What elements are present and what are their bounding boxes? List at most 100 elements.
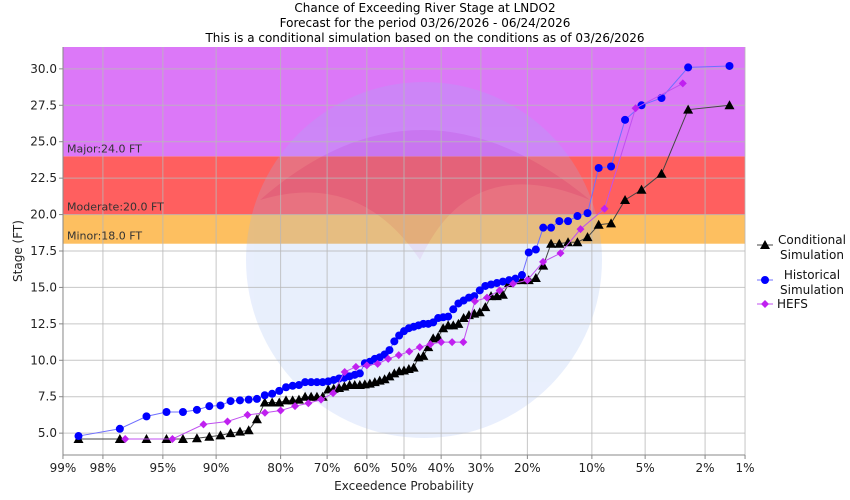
data-point <box>215 430 226 440</box>
data-point <box>418 350 429 360</box>
y-tick-label: 30.0 <box>30 62 57 76</box>
data-point <box>594 163 603 172</box>
y-tick-label: 22.5 <box>30 171 57 185</box>
data-point <box>539 257 548 266</box>
x-tick-label: 90% <box>203 461 230 475</box>
data-point <box>408 362 419 372</box>
data-point <box>275 386 284 395</box>
data-point <box>508 279 517 288</box>
data-point <box>304 399 313 408</box>
legend-label: Simulation <box>780 283 844 297</box>
data-point <box>474 307 485 317</box>
data-point <box>260 408 269 417</box>
data-point <box>317 395 326 404</box>
data-point <box>415 343 424 352</box>
data-point <box>260 391 269 400</box>
legend-diamond-icon <box>761 300 769 308</box>
legend-triangle-icon <box>760 240 770 249</box>
legend: ConditionalSimulationHistoricalSimulatio… <box>757 233 846 311</box>
data-point <box>162 408 171 417</box>
data-point <box>480 302 491 312</box>
data-point <box>329 389 338 398</box>
data-point <box>288 381 297 390</box>
legend-item: HEFS <box>757 297 808 311</box>
data-point <box>251 414 262 424</box>
legend-label: HEFS <box>777 297 808 311</box>
data-point <box>301 378 310 387</box>
data-point <box>656 168 667 178</box>
data-point <box>225 428 236 438</box>
y-tick-label: 25.0 <box>30 135 57 149</box>
legend-label: Historical <box>784 268 840 282</box>
data-point <box>459 338 468 347</box>
data-point <box>606 218 617 228</box>
y-axis-label: Stage (FT) <box>11 220 25 282</box>
data-point <box>547 223 556 232</box>
series-historical-simulation <box>74 61 734 441</box>
series-hefs <box>121 79 687 443</box>
y-tick-label: 12.5 <box>30 317 57 331</box>
data-point <box>379 374 390 384</box>
y-tick-label: 15.0 <box>30 280 57 294</box>
data-point <box>142 412 151 421</box>
data-point <box>524 248 533 257</box>
y-tick-label: 7.5 <box>38 390 57 404</box>
x-axis-label: Exceedence Probability <box>334 479 474 493</box>
data-point <box>385 346 394 355</box>
data-point <box>621 115 630 124</box>
flood-band-label: Major:24.0 FT <box>67 142 142 155</box>
data-point <box>293 394 304 404</box>
x-tick-label: 99% <box>50 461 77 475</box>
data-point <box>684 63 693 72</box>
data-point <box>226 397 235 406</box>
x-tick-label: 2% <box>696 461 715 475</box>
data-point <box>564 217 573 226</box>
x-tick-label: 80% <box>267 461 294 475</box>
data-point <box>437 338 446 347</box>
data-point <box>405 347 414 356</box>
y-tick-label: 5.0 <box>38 426 57 440</box>
data-point <box>423 342 434 352</box>
x-tick-label: 1% <box>736 461 755 475</box>
data-point <box>243 425 254 435</box>
data-point <box>259 397 270 407</box>
flood-band-label: Minor:18.0 FT <box>67 230 142 243</box>
data-point <box>351 362 360 371</box>
data-point <box>724 100 735 110</box>
data-point <box>600 204 609 213</box>
data-point <box>470 297 479 306</box>
data-point <box>307 378 316 387</box>
data-point <box>458 313 469 323</box>
x-tick-label: 60% <box>354 461 381 475</box>
data-point <box>555 217 564 226</box>
data-point <box>121 434 130 443</box>
data-point <box>631 104 640 113</box>
data-point <box>384 371 395 381</box>
data-point <box>204 431 215 441</box>
data-point <box>355 369 364 378</box>
data-point <box>495 286 504 295</box>
data-point <box>234 426 245 436</box>
data-point <box>582 232 593 242</box>
chart-subtitle: Forecast for the period 03/26/2026 - 06/… <box>279 16 571 30</box>
data-point <box>678 79 687 88</box>
data-point <box>267 397 278 407</box>
data-point <box>453 318 464 328</box>
data-point <box>438 323 449 333</box>
data-point <box>563 237 574 247</box>
series-line <box>125 82 684 440</box>
x-tick-label: 5% <box>636 461 655 475</box>
data-point <box>470 292 479 301</box>
data-point <box>223 417 232 426</box>
x-tick-label: 98% <box>90 461 117 475</box>
data-point <box>546 238 557 248</box>
y-tick-label: 17.5 <box>30 244 57 258</box>
y-tick-label: 27.5 <box>30 98 57 112</box>
noaa-seal-circle <box>246 82 602 438</box>
legend-label: Simulation <box>780 248 844 262</box>
data-point <box>573 212 582 221</box>
data-point <box>362 361 371 370</box>
